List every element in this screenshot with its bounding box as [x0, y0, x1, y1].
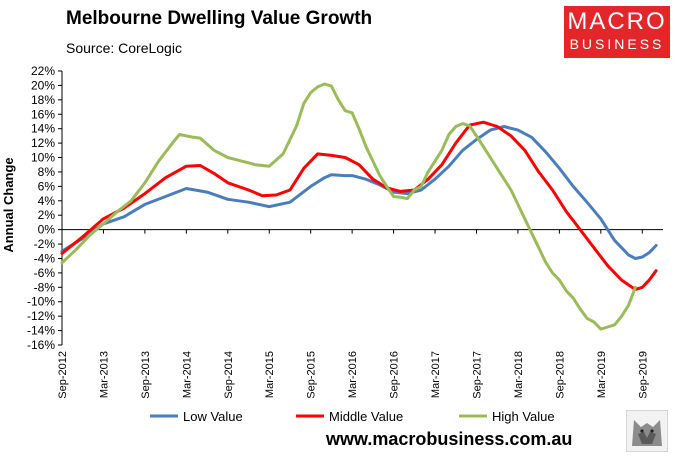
y-tick-label: 0% [38, 223, 56, 237]
y-tick-label: -2% [34, 237, 56, 251]
y-tick-label: 20% [31, 78, 55, 92]
page-title: Melbourne Dwelling Value Growth [66, 8, 373, 29]
y-tick-label: 2% [38, 208, 56, 222]
x-tick-label: Sep-2018 [554, 351, 566, 399]
y-tick-label: -12% [27, 309, 55, 323]
series-line-middle-value [60, 120, 658, 291]
y-tick-label: -4% [34, 251, 56, 265]
x-tick-label: Sep-2017 [471, 351, 483, 399]
y-tick-label: -10% [27, 295, 55, 309]
x-tick-label: Sep-2019 [637, 351, 649, 399]
axes: 22%20%18%16%14%12%10%8%6%4%2%0%-2%-4%-6%… [27, 64, 663, 399]
y-tick-label: -14% [27, 324, 55, 338]
y-axis-label: Annual Change [1, 157, 16, 252]
x-tick-label: Mar-2016 [347, 351, 359, 398]
logo-line-1: MACRO [567, 8, 667, 35]
y-tick-label: -8% [34, 280, 56, 294]
macrobusiness-logo[interactable]: MACRO BUSINESS [564, 6, 670, 58]
x-tick-label: Mar-2014 [181, 351, 193, 398]
x-tick-label: Mar-2017 [430, 351, 442, 398]
x-tick-label: Sep-2012 [57, 351, 69, 399]
y-tick-label: 10% [31, 151, 55, 165]
y-tick-label: 22% [31, 64, 55, 78]
y-tick-label: 6% [38, 179, 56, 193]
series-lines [60, 82, 658, 331]
y-tick-label: 4% [38, 194, 56, 208]
legend-label-middle-value: Middle Value [329, 409, 403, 424]
y-tick-label: 18% [31, 93, 55, 107]
source-label: Source: CoreLogic [66, 40, 182, 56]
y-tick-label: 16% [31, 107, 55, 121]
legend-label-high-value: High Value [492, 409, 555, 424]
x-tick-label: Sep-2015 [306, 351, 318, 399]
series-line-low-value [60, 125, 658, 260]
y-tick-label: -16% [27, 338, 55, 352]
legend: Low Value Middle Value High Value [150, 409, 555, 424]
y-tick-label: 8% [38, 165, 56, 179]
x-tick-label: Mar-2013 [98, 351, 110, 398]
y-tick-label: 12% [31, 136, 55, 150]
x-tick-label: Mar-2018 [513, 351, 525, 398]
y-tick-label: 14% [31, 122, 55, 136]
logo-line-2: BUSINESS [569, 36, 665, 52]
x-tick-label: Sep-2013 [140, 351, 152, 399]
x-tick-label: Sep-2016 [389, 351, 401, 399]
x-tick-label: Sep-2014 [223, 351, 235, 399]
wolf-logo-icon [626, 410, 668, 452]
x-tick-label: Mar-2019 [596, 351, 608, 398]
legend-label-low-value: Low Value [183, 409, 243, 424]
series-line-high-value [60, 82, 637, 331]
x-tick-label: Mar-2015 [264, 351, 276, 398]
website-url[interactable]: www.macrobusiness.com.au [326, 429, 573, 449]
y-tick-label: -6% [34, 266, 56, 280]
